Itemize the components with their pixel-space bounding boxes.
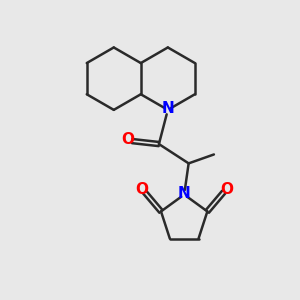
Text: O: O [135,182,148,196]
Text: O: O [220,182,233,196]
Text: N: N [161,101,174,116]
Text: N: N [178,186,190,201]
Text: O: O [121,132,134,147]
